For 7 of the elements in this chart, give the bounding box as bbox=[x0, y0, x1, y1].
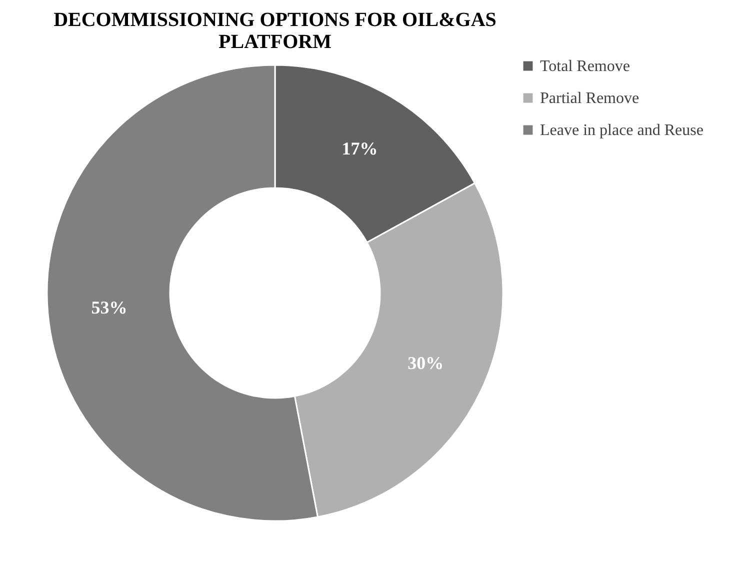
data-label: 17% bbox=[342, 138, 378, 159]
legend-label: Total Remove bbox=[540, 58, 630, 75]
chart-title: DECOMMISSIONING OPTIONS FOR OIL&GAS PLATFORM bbox=[54, 9, 496, 53]
data-label: 53% bbox=[91, 298, 128, 318]
legend-label: Partial Remove bbox=[540, 90, 640, 107]
legend-label: Leave in place and Reuse bbox=[540, 122, 704, 139]
data-label: 30% bbox=[408, 352, 444, 373]
